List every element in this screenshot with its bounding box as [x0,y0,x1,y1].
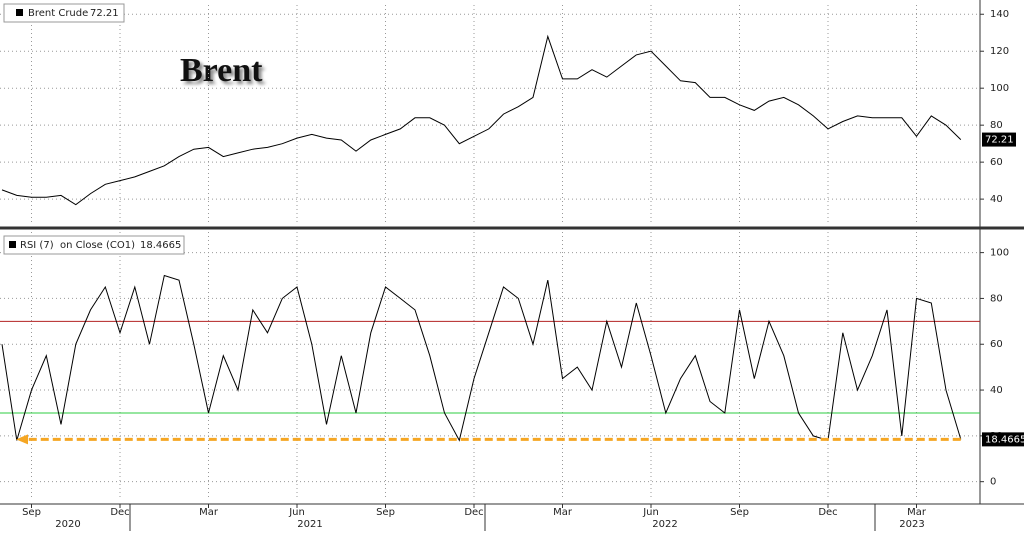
legend-value: 18.4665 [140,240,181,251]
legend-label: RSI (7) on Close (CO1) [20,240,135,251]
x-tick-label: Jun [642,507,659,518]
x-tick-label: Jun [288,507,305,518]
x-tick-label: Sep [730,507,749,518]
x-tick-label: Mar [199,507,219,518]
legend-box [3,235,185,255]
y-tick-label: 80 [990,120,1003,131]
series-line [1,34,962,206]
y-tick-label: 80 [990,293,1003,304]
y-tick-label: 40 [990,385,1003,396]
x-tick-label: Mar [553,507,573,518]
current-level-arrow [16,434,28,445]
value-tag-bg [982,432,1024,447]
x-tick-label: Mar [907,507,927,518]
x-year-label: 2023 [899,519,924,530]
x-tick-label: Dec [464,507,483,518]
y-tick-label: 60 [990,339,1003,350]
x-tick-label: Sep [22,507,41,518]
chart-title: Brent [180,52,263,89]
x-tick-label: Dec [818,507,837,518]
y-tick-label: 0 [990,477,996,488]
y-tick-label: 100 [990,248,1009,259]
x-year-label: 2021 [297,519,322,530]
legend-swatch [16,9,23,16]
value-tag: 18.4665 [985,434,1024,445]
x-tick-label: Sep [376,507,395,518]
y-tick-label: 40 [990,194,1003,205]
legend-label: Brent Crude [28,8,88,19]
legend-value: 72.21 [90,8,119,19]
value-tag-bg [982,132,1016,147]
series-line [1,274,962,442]
y-tick-label: 60 [990,157,1003,168]
x-tick-label: Dec [110,507,129,518]
y-tick-label: 140 [990,9,1009,20]
y-tick-label: 120 [990,46,1009,57]
legend-box [3,3,125,23]
legend-swatch [9,241,16,248]
value-tag: 72.21 [985,135,1014,146]
x-year-label: 2020 [55,519,80,530]
x-year-label: 2022 [652,519,677,530]
y-tick-label: 100 [990,83,1009,94]
